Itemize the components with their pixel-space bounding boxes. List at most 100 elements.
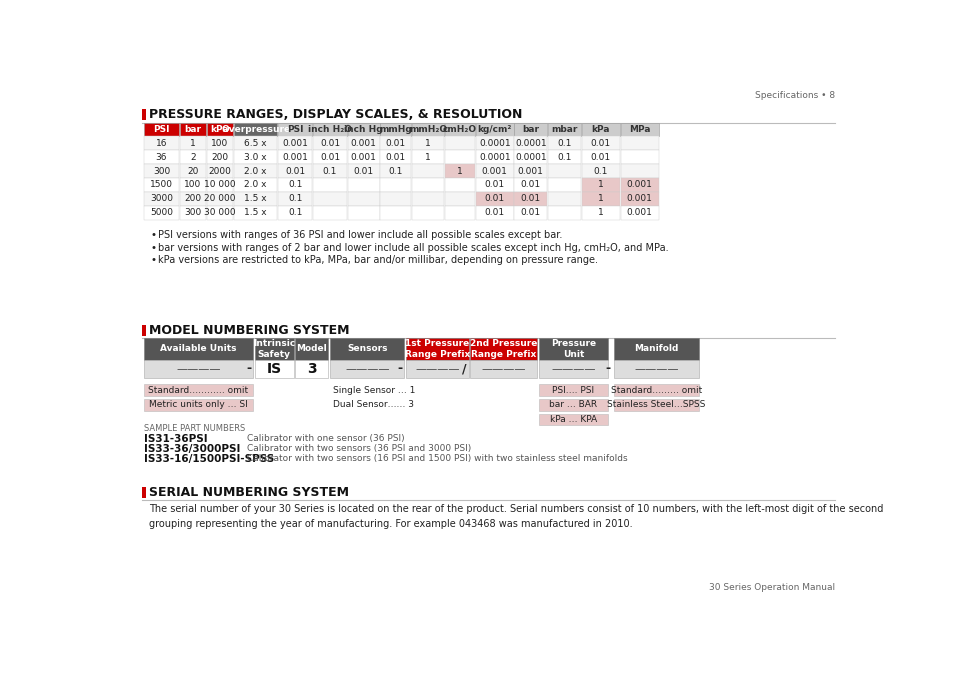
Bar [179,206,206,219]
Text: mmHg: mmHg [379,125,412,134]
Text: Manifold: Manifold [634,344,678,354]
Bar [613,384,699,396]
Text: 0.01: 0.01 [520,208,540,217]
Bar [476,206,513,219]
Text: ————: ———— [551,364,595,374]
Bar [406,360,468,378]
Bar [233,206,277,219]
Text: 0.001: 0.001 [626,194,652,203]
Text: 0.001: 0.001 [351,139,376,148]
Text: 300: 300 [184,208,201,217]
Bar [179,151,206,164]
Text: Metric units only … SI: Metric units only … SI [149,400,248,409]
Bar [581,164,619,178]
Bar [294,338,328,360]
Bar [179,136,206,151]
Bar [313,206,347,219]
Text: bar … BAR: bar … BAR [549,400,597,409]
Bar [537,338,608,360]
Bar [179,178,206,192]
Bar [380,178,411,192]
Bar [547,151,580,164]
Text: 0.01: 0.01 [590,139,610,148]
Bar [470,338,537,360]
Text: 0.001: 0.001 [282,139,308,148]
Bar [581,206,619,219]
Bar [348,136,379,151]
Bar [514,192,546,206]
Text: ————: ———— [634,364,678,374]
Text: Available Units: Available Units [160,344,236,354]
Bar [278,164,312,178]
Text: 1: 1 [425,153,431,162]
Bar [514,164,546,178]
Bar [547,136,580,151]
Text: 0.01: 0.01 [590,153,610,162]
Bar [444,192,475,206]
Bar [476,192,513,206]
Text: 0.01: 0.01 [319,153,340,162]
Bar [412,178,443,192]
Bar [581,192,619,206]
Bar [581,178,619,192]
Bar [348,123,379,136]
Text: PSI: PSI [287,125,303,134]
Text: 2.0 x: 2.0 x [244,167,267,176]
Bar [144,384,253,396]
Bar [179,164,206,178]
Text: mbar: mbar [551,125,578,134]
Text: kg/cm²: kg/cm² [477,125,512,134]
Text: 0.1: 0.1 [557,153,571,162]
Bar [547,192,580,206]
Bar [547,206,580,219]
Bar [620,192,658,206]
Bar [581,136,619,151]
Text: 0.01: 0.01 [319,139,340,148]
Text: 20: 20 [187,167,198,176]
Bar [233,151,277,164]
Bar [380,136,411,151]
Bar [537,360,608,378]
Text: 1: 1 [598,208,603,217]
Text: Dual Sensor…… 3: Dual Sensor…… 3 [333,400,414,409]
Text: 30 Series Operation Manual: 30 Series Operation Manual [708,583,835,591]
Text: 0.1: 0.1 [557,139,571,148]
Text: Standard……… omit: Standard……… omit [610,385,701,395]
Bar [406,338,468,360]
Text: 16: 16 [155,139,167,148]
Text: 0.01: 0.01 [385,139,406,148]
Bar [476,164,513,178]
Bar [412,151,443,164]
Text: 0.001: 0.001 [481,167,507,176]
Bar [207,164,233,178]
Text: 0.01: 0.01 [385,153,406,162]
Bar [313,192,347,206]
Text: Pressure
Unit: Pressure Unit [550,340,596,358]
Text: 100: 100 [212,139,229,148]
Text: 3.0 x: 3.0 x [244,153,267,162]
Text: 1.5 x: 1.5 x [244,194,267,203]
Text: 0.001: 0.001 [626,208,652,217]
Bar [537,414,608,425]
Text: 0.001: 0.001 [517,167,543,176]
Text: 0.01: 0.01 [484,208,504,217]
Bar [380,151,411,164]
Bar [144,360,253,378]
Bar [278,151,312,164]
Text: bar: bar [521,125,538,134]
Text: 5000: 5000 [150,208,172,217]
Text: Calibrator with two sensors (36 PSI and 3000 PSI): Calibrator with two sensors (36 PSI and … [247,444,471,454]
Text: 0.1: 0.1 [388,167,403,176]
Bar [278,178,312,192]
Text: 1500: 1500 [150,180,172,190]
Bar [207,192,233,206]
Bar [233,123,277,136]
Bar [254,360,294,378]
Bar [444,206,475,219]
Bar [330,360,404,378]
Text: 2: 2 [190,153,195,162]
Bar [514,206,546,219]
Bar [537,399,608,410]
Bar [179,123,206,136]
Bar [581,123,619,136]
